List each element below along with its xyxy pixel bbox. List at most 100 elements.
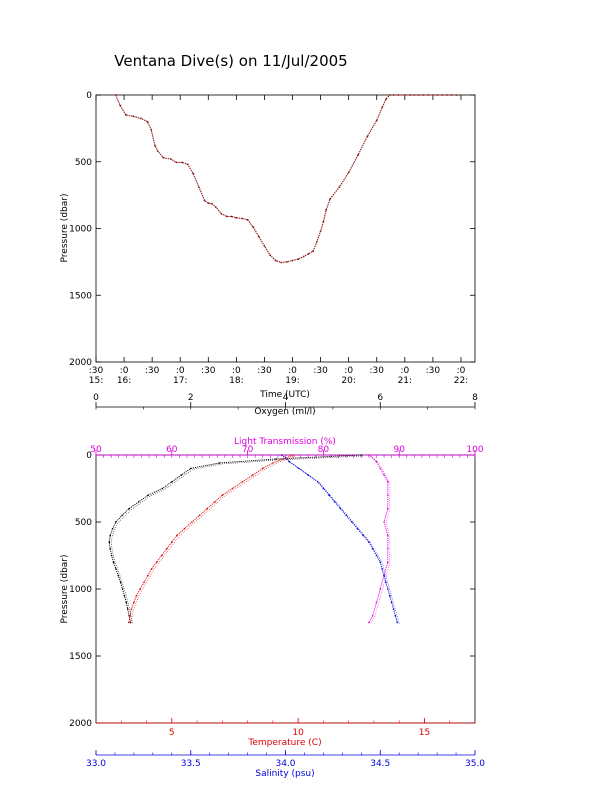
plot-frame-top [95,94,476,363]
oxygen-profile [108,454,362,623]
dive-trace-point [291,259,294,262]
dive-trace-point [329,198,331,201]
y-axis-label: Pressure (dbar) [60,555,70,624]
x-tick-minute-label: :30 [313,366,328,376]
dive-trace-point [274,259,277,262]
salinity-point [368,541,370,543]
salinity-point [333,501,336,503]
y-tick-label: 1000 [69,225,92,235]
salinity-point [362,534,364,537]
y-axis-ticks: 0 500 1000 1500 2000 [69,451,475,729]
axis-tick-label: 4 [283,393,289,403]
salinity-point [383,574,385,577]
salinity-point [328,494,330,497]
oxygen-point [121,514,123,517]
y-tick-label: 500 [75,518,92,528]
salinity-point [351,521,353,523]
axis-tick-label: 33.5 [181,759,201,769]
temperature-point [261,467,264,470]
x-tick-hour-label: 20: [341,376,355,386]
x-tick-minute-label: :0 [457,366,466,376]
light-transmission-point [387,548,389,550]
light-transmission-point [379,467,382,470]
y-tick-label: 1500 [69,652,92,662]
axis-tick-label: 100 [466,445,483,455]
axis-tick-label: 33.0 [86,759,106,769]
dive-trace-point [436,94,439,96]
dive-trace-point [381,106,384,108]
multi-axes: 0 2 4 6 8 50 60 70 80 90 100 5 10 15 33.0 33.5 34.0 34.5 3… [86,393,485,769]
dive-trace-point [422,94,425,96]
axis-tick-label: 35.0 [465,759,485,769]
dive-trace-point [154,144,156,147]
dive-trace-point [241,217,243,220]
salinity-point [371,548,374,550]
salinity-point [307,474,310,476]
dive-trace-point [388,94,391,96]
light-transmission-point [387,507,389,510]
temperature-point [128,621,130,624]
light-transmission-point [375,460,378,463]
dive-trace-point [280,261,283,264]
x-tick-minute-label: :0 [176,366,185,376]
x-axis-ticks: :3015::016::30:017::30:018::30:019::30:0… [89,95,468,386]
dive-trace-point [207,202,210,205]
dive-trace [114,94,458,264]
plot-frame-bottom [95,454,476,724]
x-tick-minute-label: :30 [426,366,441,376]
x-tick-minute-label: :0 [400,366,409,376]
dive-trace-point [150,128,153,131]
dive-trace-point [315,240,318,243]
y-tick-label: 2000 [69,358,92,368]
x-tick-minute-label: :30 [201,366,216,376]
dive-trace-point [338,186,341,189]
x-tick-hour-label: 19: [285,376,299,386]
salinity-point [381,568,383,570]
dive-trace-point [132,115,135,118]
temperature-point [160,554,163,557]
dive-trace-point [322,220,325,223]
axis-tick-label: 8 [472,393,478,403]
temperature-point [282,458,284,460]
oxygen-point [128,507,130,510]
temperature-point [231,487,234,490]
dive-trace-point [220,212,223,215]
oxygen-point [218,462,220,464]
salinity-point [394,615,397,617]
oxygen-point [117,574,120,577]
temperature-axis-label: Temperature (C) [247,738,321,748]
temperature-point [292,454,294,456]
y-axis-ticks: 0 500 1000 1500 2000 [69,91,475,368]
dive-trace-point [186,163,189,166]
dive-trace-point [385,98,387,100]
dive-trace-point [203,199,206,202]
salinity-point [345,514,347,517]
dive-trace-point [319,230,322,233]
salinity-point [280,454,283,456]
x-tick-hour-label: 16: [117,376,131,386]
temperature-point [206,507,208,510]
axis-tick-label: 6 [377,393,383,403]
axis-tick-label: 80 [318,445,330,455]
temperature-point [198,514,201,517]
dive-trace-point [325,208,328,211]
axis-tick-label: 10 [292,728,304,738]
y-tick-label: 1000 [69,585,92,595]
light-transmission-point [368,454,370,456]
y-tick-label: 0 [86,91,92,101]
temperature-point [150,568,153,570]
dive-trace-point [146,120,149,123]
light-transmission-point [379,588,382,590]
oxygen-point [112,561,115,563]
salinity-axis-label: Salinity (psu) [255,769,314,779]
oxygen-point [115,568,117,570]
light-transmission-point [383,474,385,476]
dive-trace-point [156,150,159,152]
salinity-point [297,467,300,470]
temperature-point [133,601,135,604]
dive-trace-point [431,94,434,96]
axis-tick-label: 60 [166,445,178,455]
temperature-profile-upcast [130,455,296,624]
temperature-point [143,581,145,584]
temperature-point [176,534,178,537]
